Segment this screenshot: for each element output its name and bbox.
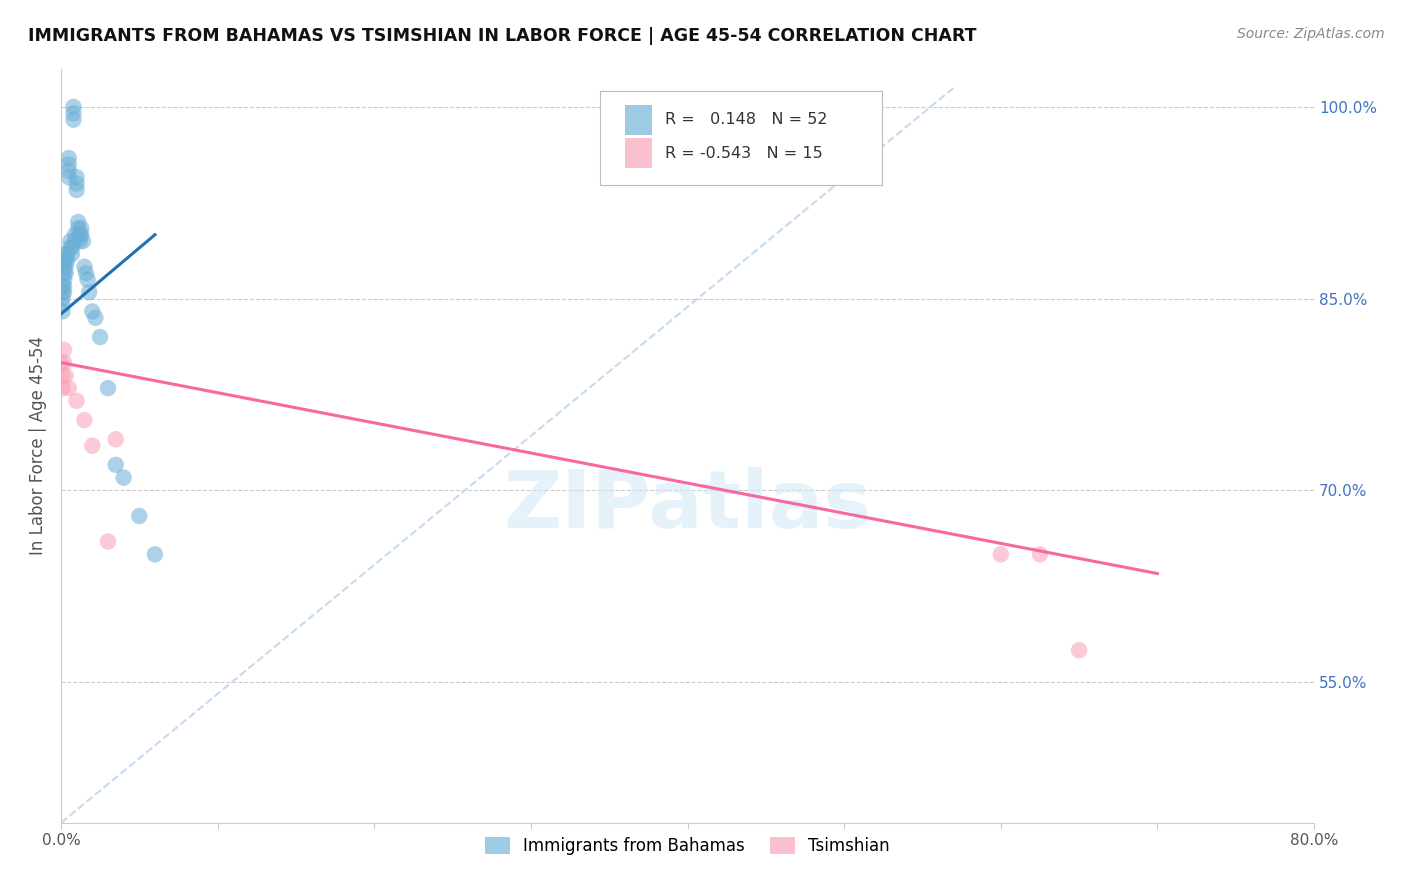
- FancyBboxPatch shape: [600, 91, 882, 186]
- Point: [62, 100, 84, 114]
- Point: [58, 151, 80, 165]
- Point: [143, 547, 166, 561]
- Point: [62, 112, 84, 127]
- Point: [51, 292, 73, 306]
- Point: [55, 368, 77, 383]
- Point: [55, 266, 77, 280]
- Point: [56, 253, 79, 268]
- Point: [58, 170, 80, 185]
- Point: [51, 368, 73, 383]
- Point: [1029, 547, 1052, 561]
- Point: [56, 247, 79, 261]
- Point: [84, 310, 107, 325]
- Point: [1069, 643, 1091, 657]
- Point: [53, 343, 76, 357]
- Point: [70, 221, 93, 235]
- Point: [65, 170, 87, 185]
- Point: [60, 240, 83, 254]
- Point: [55, 247, 77, 261]
- Point: [58, 381, 80, 395]
- Point: [73, 413, 96, 427]
- Point: [51, 381, 73, 395]
- Point: [104, 458, 127, 472]
- Bar: [624, 138, 652, 168]
- Point: [51, 304, 73, 318]
- Point: [75, 266, 97, 280]
- Point: [76, 272, 98, 286]
- Text: R = -0.543   N = 15: R = -0.543 N = 15: [665, 145, 823, 161]
- Point: [67, 215, 90, 229]
- Point: [53, 266, 76, 280]
- Point: [53, 272, 76, 286]
- Point: [53, 260, 76, 274]
- Point: [69, 227, 91, 242]
- Point: [59, 234, 82, 248]
- Point: [49, 355, 72, 369]
- Point: [128, 508, 150, 523]
- Point: [112, 470, 135, 484]
- Y-axis label: In Labor Force | Age 45-54: In Labor Force | Age 45-54: [30, 336, 46, 555]
- Point: [51, 278, 73, 293]
- Point: [51, 298, 73, 312]
- Text: R =   0.148   N = 52: R = 0.148 N = 52: [665, 112, 828, 128]
- Point: [97, 381, 120, 395]
- Point: [65, 177, 87, 191]
- Legend: Immigrants from Bahamas, Tsimshian: Immigrants from Bahamas, Tsimshian: [477, 829, 898, 863]
- Point: [59, 240, 82, 254]
- Point: [67, 221, 90, 235]
- Point: [55, 253, 77, 268]
- Point: [62, 106, 84, 120]
- Point: [82, 304, 104, 318]
- Point: [58, 157, 80, 171]
- Point: [990, 547, 1012, 561]
- Point: [73, 260, 96, 274]
- Text: Source: ZipAtlas.com: Source: ZipAtlas.com: [1237, 27, 1385, 41]
- Point: [97, 534, 120, 549]
- Point: [69, 234, 91, 248]
- Text: IMMIGRANTS FROM BAHAMAS VS TSIMSHIAN IN LABOR FORCE | AGE 45-54 CORRELATION CHAR: IMMIGRANTS FROM BAHAMAS VS TSIMSHIAN IN …: [28, 27, 977, 45]
- Point: [63, 227, 86, 242]
- Point: [55, 260, 77, 274]
- Point: [104, 432, 127, 446]
- Bar: [624, 104, 652, 135]
- Point: [65, 393, 87, 408]
- Point: [53, 355, 76, 369]
- Text: ZIPatlas: ZIPatlas: [503, 467, 872, 545]
- Point: [65, 183, 87, 197]
- Point: [60, 247, 83, 261]
- Point: [82, 439, 104, 453]
- Point: [53, 253, 76, 268]
- Point: [72, 234, 94, 248]
- Point: [53, 278, 76, 293]
- Point: [89, 330, 111, 344]
- Point: [63, 234, 86, 248]
- Point: [51, 285, 73, 300]
- Point: [70, 227, 93, 242]
- Point: [58, 163, 80, 178]
- Point: [77, 285, 100, 300]
- Point: [53, 285, 76, 300]
